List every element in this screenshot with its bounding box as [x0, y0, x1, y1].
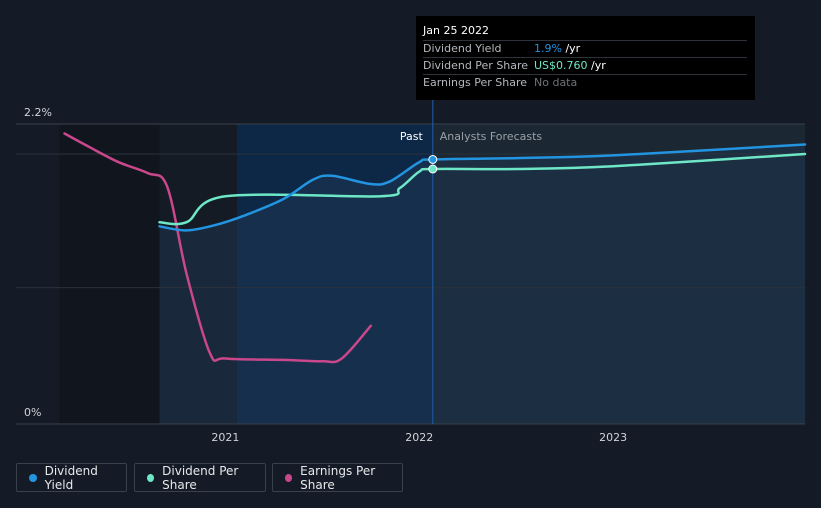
- early-data-band: [159, 124, 237, 424]
- pre-data-band: [59, 124, 160, 424]
- x-tick-2023: 2023: [599, 431, 627, 444]
- x-tick-2021: 2021: [211, 431, 239, 444]
- dividend-yield-legend-dot-icon: [29, 473, 37, 482]
- earnings-per-share-legend-dot-icon: [285, 473, 293, 482]
- earnings-per-share-line: [63, 132, 373, 364]
- forecast-region-shade: [432, 124, 805, 424]
- tooltip-date: Jan 25 2022: [423, 24, 489, 37]
- y-tick-bottom: 0%: [24, 406, 41, 419]
- tooltip-value: No data: [534, 75, 577, 91]
- tooltip-value-number: No data: [534, 76, 578, 89]
- y-tick-top: 2.2%: [24, 106, 52, 119]
- tooltip-row-earnings-per-share: Earnings Per Share No data: [423, 74, 747, 91]
- legend-dividend-yield-button[interactable]: Dividend Yield: [16, 463, 127, 492]
- tooltip-label: Earnings Per Share: [423, 76, 528, 89]
- tooltip-value-unit: /yr: [587, 59, 606, 72]
- tooltip-value-number: 1.9%: [534, 42, 562, 55]
- past-label: Past: [400, 130, 424, 143]
- dividend-yield-line: [158, 143, 807, 232]
- legend-earnings-per-share-button[interactable]: Earnings Per Share: [272, 463, 403, 492]
- tooltip-row-dividend-yield: Dividend Yield 1.9% /yr: [423, 40, 747, 57]
- dividend-yield-marker[interactable]: [428, 154, 438, 164]
- x-tick-2022: 2022: [405, 431, 433, 444]
- tooltip-label: Dividend Per Share: [423, 59, 529, 72]
- tooltip-label: Dividend Yield: [423, 42, 502, 55]
- tooltip-row-dividend-per-share: Dividend Per Share US$0.760 /yr: [423, 57, 747, 74]
- dividend-per-share-marker[interactable]: [428, 164, 438, 174]
- dividend-per-share-legend-dot-icon: [147, 473, 155, 482]
- dividend-yield-area: [159, 144, 805, 424]
- tooltip-value: US$0.760 /yr: [534, 58, 606, 74]
- tooltip-value-number: US$0.760: [534, 59, 588, 72]
- legend-label: Dividend Per Share: [162, 463, 239, 492]
- tooltip-value-unit: /yr: [561, 42, 581, 55]
- legend-label: Dividend Yield: [44, 463, 98, 492]
- legend-dividend-per-share-button[interactable]: Dividend Per Share: [134, 463, 266, 492]
- dividend-per-share-line: [158, 152, 807, 226]
- forecast-label: Analysts Forecasts: [440, 130, 543, 143]
- legend-label: Earnings Per Share: [300, 463, 376, 492]
- tooltip-value: 1.9% /yr: [534, 41, 580, 57]
- chart-tooltip: Jan 25 2022 Dividend Yield 1.9% /yr Divi…: [416, 16, 755, 100]
